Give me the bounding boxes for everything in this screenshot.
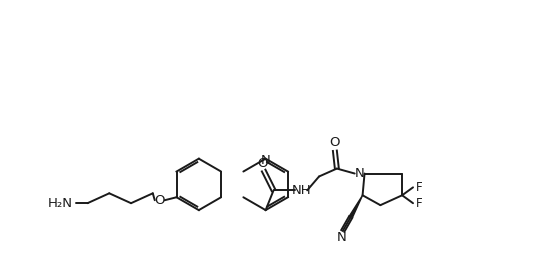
Text: O: O [155,194,165,207]
Polygon shape [349,195,363,217]
Text: H₂N: H₂N [48,197,73,210]
Text: O: O [257,157,268,170]
Text: F: F [416,197,422,210]
Text: N: N [261,154,270,167]
Text: F: F [416,181,422,194]
Text: O: O [330,136,340,149]
Text: N: N [355,167,365,180]
Text: NH: NH [292,184,311,197]
Text: N: N [337,231,347,244]
